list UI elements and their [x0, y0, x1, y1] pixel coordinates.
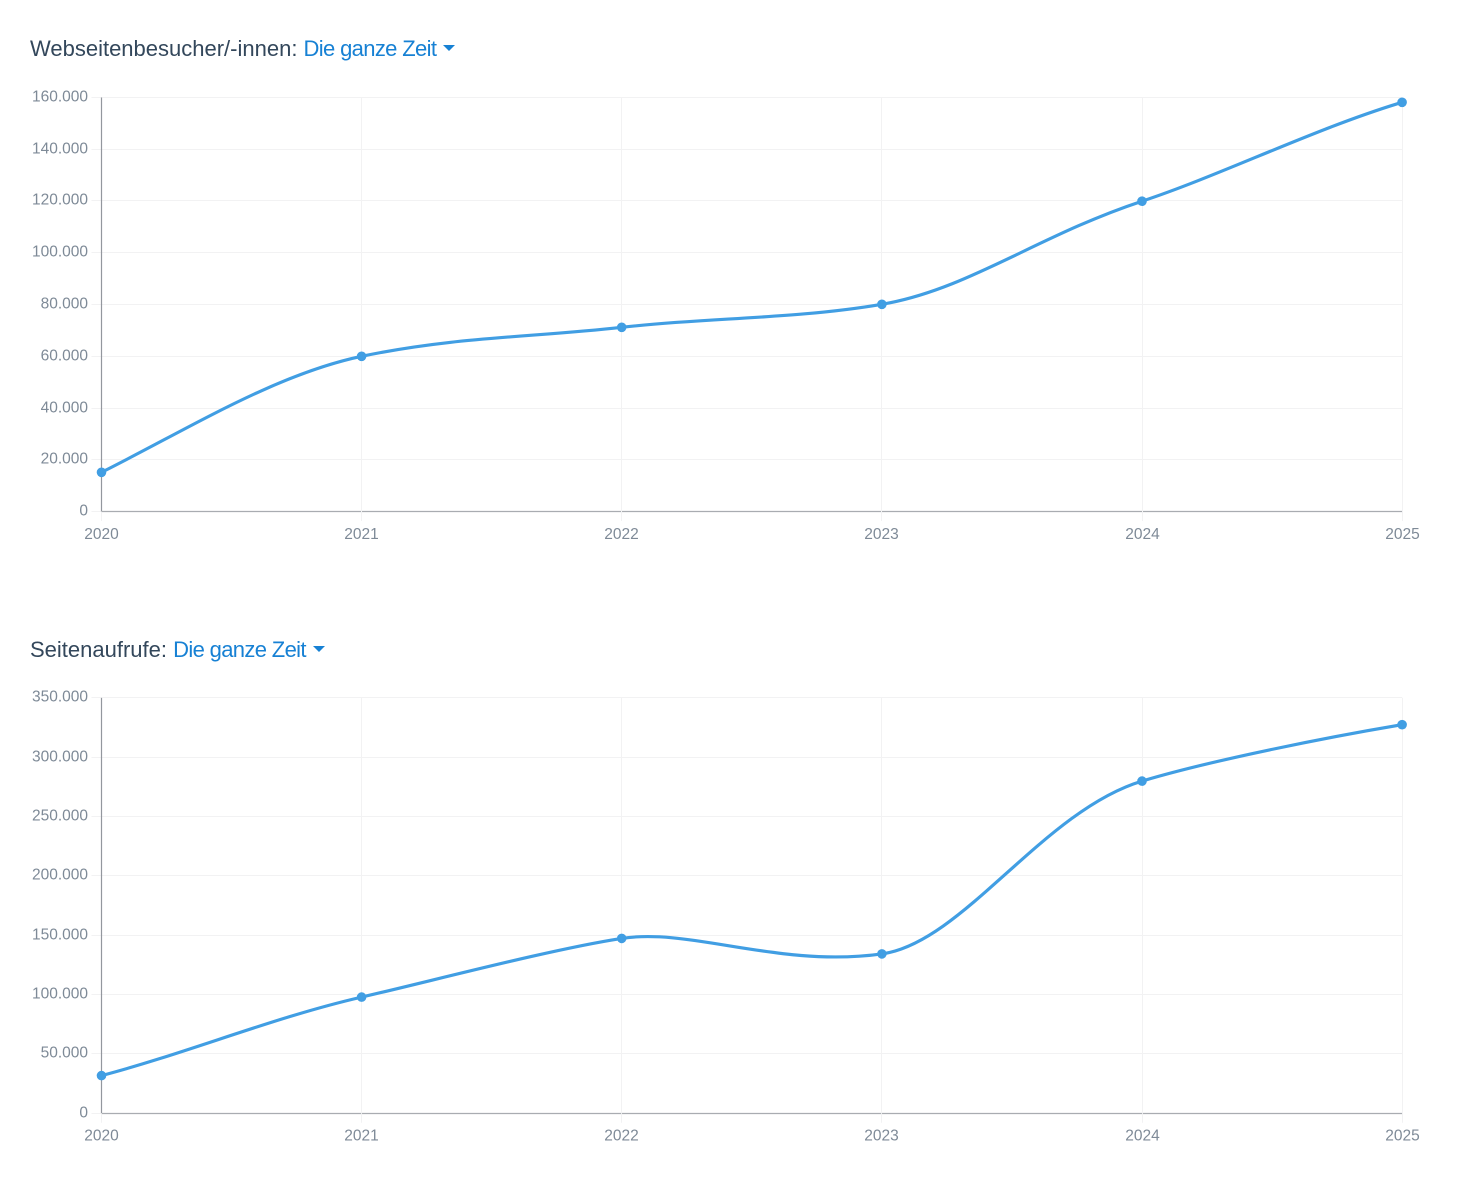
svg-text:50.000: 50.000 [41, 1045, 89, 1062]
svg-text:60.000: 60.000 [41, 348, 89, 365]
svg-text:2021: 2021 [344, 526, 378, 543]
svg-text:2025: 2025 [1385, 526, 1419, 543]
svg-text:200.000: 200.000 [32, 867, 88, 884]
svg-text:20.000: 20.000 [41, 451, 89, 468]
svg-text:300.000: 300.000 [32, 749, 88, 766]
svg-text:0: 0 [79, 1105, 88, 1122]
svg-text:350.000: 350.000 [32, 689, 88, 706]
svg-text:2025: 2025 [1385, 1128, 1419, 1145]
svg-text:160.000: 160.000 [32, 89, 88, 106]
svg-text:2023: 2023 [864, 1128, 898, 1145]
svg-text:40.000: 40.000 [41, 400, 89, 417]
svg-text:2022: 2022 [604, 526, 638, 543]
svg-text:2020: 2020 [84, 1128, 119, 1145]
svg-text:2023: 2023 [864, 526, 898, 543]
svg-text:2022: 2022 [604, 1128, 638, 1145]
svg-text:80.000: 80.000 [41, 296, 89, 313]
svg-text:140.000: 140.000 [32, 141, 88, 158]
svg-text:120.000: 120.000 [32, 192, 88, 209]
svg-text:0: 0 [79, 503, 88, 520]
svg-text:2020: 2020 [84, 526, 119, 543]
svg-text:2024: 2024 [1125, 1128, 1160, 1145]
svg-text:150.000: 150.000 [32, 927, 88, 944]
svg-text:2024: 2024 [1125, 526, 1160, 543]
svg-text:250.000: 250.000 [32, 808, 88, 825]
svg-text:100.000: 100.000 [32, 244, 88, 261]
svg-text:100.000: 100.000 [32, 986, 88, 1003]
svg-text:2021: 2021 [344, 1128, 378, 1145]
